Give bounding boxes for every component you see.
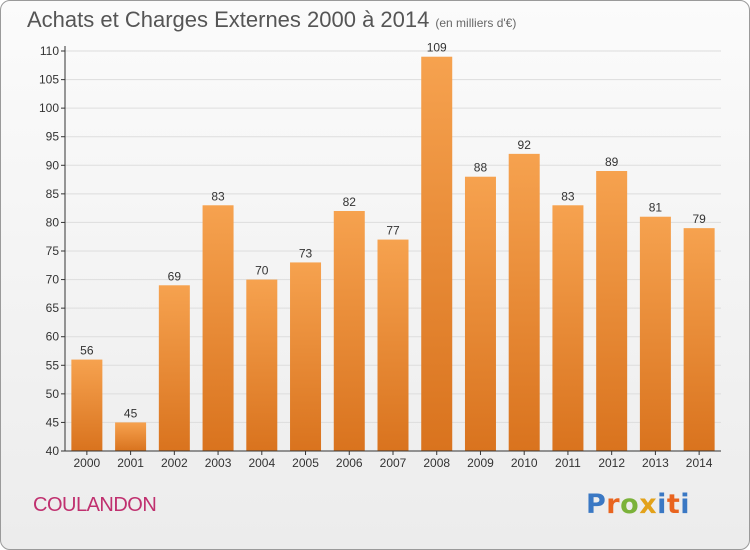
- x-tick-label-2004: 2004: [248, 456, 275, 470]
- bar-2003: [202, 205, 234, 451]
- bar-2009: [464, 176, 496, 451]
- y-tick-label-110: 110: [40, 44, 59, 58]
- bar-2002: [158, 285, 190, 451]
- y-tick-label-60: 60: [46, 330, 60, 344]
- x-tick-label-2007: 2007: [380, 456, 407, 470]
- data-label-2008: 109: [427, 41, 447, 55]
- bar-2013: [639, 216, 671, 451]
- logo-letter-3: o: [620, 489, 640, 520]
- y-tick-label-50: 50: [46, 387, 60, 401]
- x-tick-label-2014: 2014: [686, 456, 713, 470]
- logo-letter-2: r: [606, 489, 621, 520]
- x-tick-label-2011: 2011: [555, 456, 581, 470]
- x-tick-label-2003: 2003: [205, 456, 232, 470]
- data-label-2009: 88: [474, 161, 488, 175]
- x-tick-label-2005: 2005: [292, 456, 319, 470]
- commune-name: COULANDON: [33, 494, 157, 516]
- y-tick-label-55: 55: [46, 358, 60, 372]
- data-labels: 56 45 69 83 70 73 82 77 109 88 92 83 89 81 79: [80, 41, 706, 421]
- x-tick-label-2000: 2000: [74, 456, 101, 470]
- data-label-2002: 69: [168, 269, 182, 283]
- x-tick-label-2006: 2006: [336, 456, 363, 470]
- bar-2011: [552, 205, 584, 451]
- bar-2007: [377, 239, 409, 451]
- logo-letter-5: i: [657, 489, 667, 520]
- bar-2010: [508, 153, 540, 451]
- y-tick-label-80: 80: [46, 215, 60, 229]
- y-tick-label-70: 70: [46, 273, 60, 287]
- data-label-2003: 83: [211, 189, 225, 203]
- bar-2006: [333, 211, 365, 451]
- x-tick-label-2010: 2010: [511, 456, 538, 470]
- logo-letter-1: P: [586, 489, 607, 520]
- bars: [71, 56, 715, 451]
- data-label-2001: 45: [124, 406, 138, 420]
- x-tick-label-2001: 2001: [117, 456, 144, 470]
- data-label-2005: 73: [299, 246, 313, 260]
- data-label-2013: 81: [649, 201, 663, 215]
- bar-2012: [596, 171, 628, 451]
- x-tick-label-2002: 2002: [161, 456, 188, 470]
- logo-letter-7: i: [680, 489, 691, 520]
- x-tick-label-2013: 2013: [642, 456, 669, 470]
- chart-title-text: Achats et Charges Externes 2000 à 2014: [27, 7, 430, 32]
- data-label-2012: 89: [605, 155, 619, 169]
- bar-2001: [115, 422, 147, 451]
- y-tick-label-40: 40: [46, 444, 60, 458]
- bar-2005: [290, 262, 322, 451]
- bar-2000: [71, 359, 103, 451]
- y-tick-label-75: 75: [46, 244, 60, 258]
- bar-2004: [246, 279, 278, 451]
- y-tick-label-65: 65: [46, 301, 60, 315]
- y-tick-label-100: 100: [39, 101, 59, 115]
- bar-2008: [421, 56, 453, 451]
- data-label-2007: 77: [386, 224, 400, 238]
- data-label-2011: 83: [561, 189, 575, 203]
- bar-2014: [683, 228, 715, 451]
- data-label-2004: 70: [255, 264, 269, 278]
- chart-unit-note: (en milliers d'€): [435, 16, 517, 30]
- data-label-2006: 82: [343, 195, 357, 209]
- x-tick-label-2012: 2012: [598, 456, 625, 470]
- proxiti-logo: Proxiti: [586, 489, 690, 520]
- logo-letter-6: t: [666, 489, 681, 520]
- y-tick-label-90: 90: [46, 158, 60, 172]
- y-tick-label-45: 45: [46, 415, 60, 429]
- logo-letter-4: x: [639, 489, 658, 520]
- data-label-2000: 56: [80, 344, 94, 358]
- axes: 40 45 50 55 60 65 70 75 80 85 90 95 100 105 110 2000 200…: [39, 44, 721, 470]
- y-tick-label-85: 85: [46, 187, 60, 201]
- y-tick-label-95: 95: [46, 130, 60, 144]
- chart-title: Achats et Charges Externes 2000 à 2014 (e…: [27, 7, 516, 33]
- x-tick-label-2009: 2009: [467, 456, 494, 470]
- data-label-2010: 92: [518, 138, 532, 152]
- x-tick-label-2008: 2008: [423, 456, 450, 470]
- data-label-2014: 79: [692, 212, 706, 226]
- y-tick-label-105: 105: [39, 73, 59, 87]
